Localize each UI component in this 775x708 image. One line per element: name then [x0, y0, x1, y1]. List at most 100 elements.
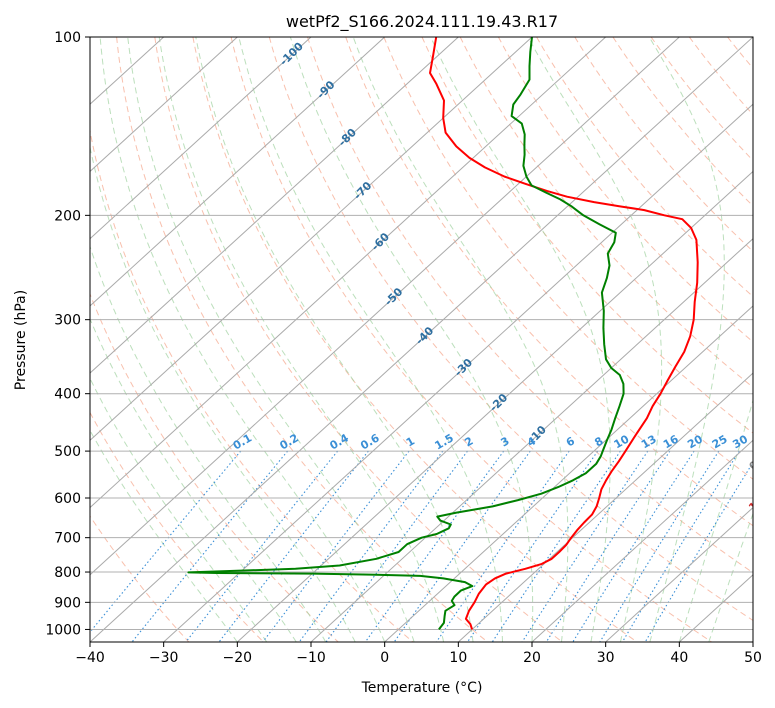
temperature-line: [429, 37, 699, 630]
moist-adiabat-line: [99, 37, 386, 642]
x-tick-label: −40: [75, 650, 105, 666]
mixing-ratio-line: [599, 450, 720, 642]
y-tick-label: 500: [54, 444, 81, 460]
moist-adiabat-line: [708, 512, 753, 642]
mixing-ratio-label: 1.5: [432, 431, 455, 452]
moist-adiabat-line: [90, 244, 327, 642]
y-tick-label: 1000: [45, 622, 81, 638]
sounding-profiles: [187, 37, 699, 631]
mixing-ratio-line: [572, 450, 695, 642]
moist-adiabat-line: [238, 37, 503, 642]
isotherm-line: [310, 237, 753, 642]
dry-adiabat-line: [536, 37, 753, 298]
dry-adiabat-line: [268, 37, 753, 622]
dry-adiabat-line: [116, 37, 488, 642]
moist-adiabat-line: [195, 37, 474, 642]
isotherm-line: [384, 305, 753, 642]
x-tick-label: 20: [523, 650, 541, 666]
mixing-ratio-label: 3: [498, 434, 511, 449]
mixing-ratio-label: 2: [462, 434, 475, 449]
x-tick-label: 0: [380, 650, 389, 666]
y-tick-label: 700: [54, 531, 81, 547]
mixing-ratio-line: [90, 450, 242, 633]
isotherm-line: [236, 170, 753, 642]
y-tick-label: 300: [54, 313, 81, 329]
dry-adiabat-line: [688, 37, 753, 116]
mixing-ratio-label: 0.4: [327, 431, 351, 452]
chart-title: wetPf2_S166.2024.111.19.43.R17: [286, 12, 558, 32]
y-axis: 100 200 300 400 500 600 700 800 900 1000: [45, 30, 90, 638]
x-tick-label: −10: [296, 650, 326, 666]
mixing-ratio-line: [621, 450, 740, 642]
mixing-ratio-label: 0.2: [278, 431, 301, 452]
isotherm-line: [90, 37, 386, 307]
mixing-ratio-label: 13: [639, 432, 659, 451]
isotherm-line: [90, 37, 753, 642]
dry-adiabat-line: [421, 37, 753, 434]
y-tick-label: 200: [54, 208, 81, 224]
isotherm-line: [605, 506, 753, 642]
x-tick-label: −20: [223, 650, 253, 666]
dry-adiabat-line: [90, 411, 264, 642]
dry-adiabat-line: [727, 37, 753, 70]
dry-adiabat-line: [154, 37, 563, 642]
y-tick-label: 800: [54, 565, 81, 581]
dry-adiabat-label: 30: [769, 553, 775, 573]
moist-adiabat-line: [90, 144, 356, 642]
mixing-ratio-line: [644, 461, 753, 642]
dry-adiabat-line: [90, 128, 414, 642]
moist-adiabat-line: [527, 37, 663, 642]
mixing-ratio-line: [131, 450, 289, 642]
x-axis-label: Temperature (°C): [361, 680, 483, 696]
isotherm-line: [163, 103, 753, 642]
mixing-ratio-line: [435, 450, 570, 642]
thetae-label: 0: [747, 458, 762, 473]
y-axis-label: Pressure (hPa): [13, 290, 29, 390]
mixing-ratio-line: [467, 450, 599, 642]
dry-adiabat-label: 10: [746, 494, 766, 514]
isotherm-line: [531, 439, 753, 642]
dry-adiabat-line: [192, 37, 638, 642]
dry-adiabat-line: [307, 37, 753, 574]
moist-adiabat-line: [430, 37, 611, 642]
dry-adiabat-line: [230, 37, 712, 642]
mixing-ratio-line: [262, 450, 410, 642]
isotherm-line: [90, 37, 680, 576]
mixing-ratio-line: [325, 450, 468, 642]
isotherm-label: -100: [277, 39, 306, 68]
moist-adiabat-line: [289, 37, 534, 642]
moist-adiabat-line: [90, 317, 297, 642]
y-tick-label: 900: [54, 595, 81, 611]
x-tick-label: 40: [670, 650, 688, 666]
mixing-ratio-line: [185, 450, 339, 642]
mixing-ratio-label: 36: [751, 432, 771, 451]
plot-frame: [89, 36, 754, 643]
y-tick-label: 100: [54, 30, 81, 46]
mixing-ratio-label: 0.6: [358, 431, 382, 452]
mixing-ratio-label: 6: [564, 434, 577, 449]
dry-adiabat-line: [497, 37, 753, 343]
isotherm-line: [90, 37, 533, 442]
mixing-ratio-label: 10: [612, 432, 632, 451]
dry-adiabat-label: 20: [751, 523, 771, 543]
y-tick-label: 400: [54, 387, 81, 403]
mixing-ratio-label: 1: [404, 434, 417, 449]
moist-adiabat-line: [127, 37, 415, 642]
dry-adiabat-line: [612, 37, 753, 207]
y-tick-label: 600: [54, 491, 81, 507]
dry-adiabat-line: [574, 37, 753, 252]
mixing-ratio-label: 0.1: [231, 431, 254, 452]
x-tick-label: 10: [449, 650, 467, 666]
mixing-ratio-label: 16: [661, 432, 681, 451]
mixing-ratio-line: [298, 450, 444, 642]
mixing-ratio-line: [491, 450, 621, 642]
mixing-ratio-line: [218, 450, 369, 642]
moist-adiabat-line: [158, 37, 445, 642]
background-reference-lines: [90, 37, 753, 642]
x-tick-label: 50: [744, 650, 762, 666]
x-tick-label: −30: [149, 650, 179, 666]
isotherm-line: [90, 37, 607, 509]
isotherm-line: [90, 37, 312, 240]
x-tick-label: 30: [597, 650, 615, 666]
mixing-ratio-label: 30: [730, 432, 750, 451]
